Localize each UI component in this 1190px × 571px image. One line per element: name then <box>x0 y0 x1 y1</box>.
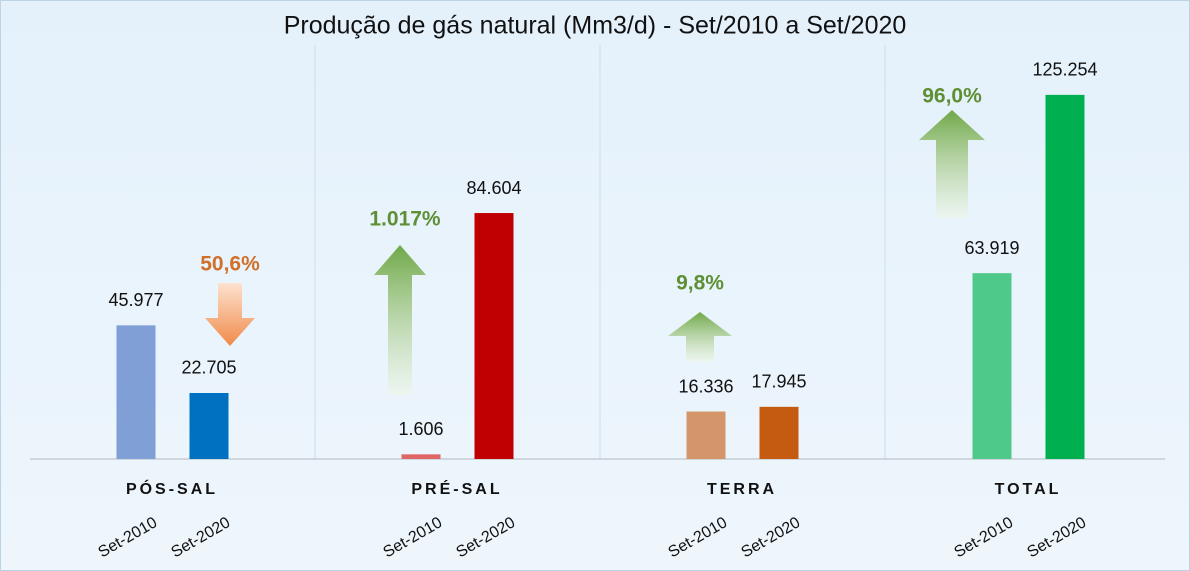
bar <box>401 454 441 459</box>
annotation: 1.017% <box>369 208 441 231</box>
bar <box>189 392 229 459</box>
value-label: 16.336 <box>678 376 733 396</box>
value-label: 17.945 <box>751 372 806 392</box>
arrow-up <box>919 110 985 218</box>
chart-title: Produção de gás natural (Mm3/d) - Set/20… <box>284 12 907 40</box>
panel-dividers <box>314 45 886 459</box>
value-label: 63.919 <box>964 238 1019 258</box>
annotation: 50,6% <box>200 253 260 276</box>
bar <box>474 213 514 459</box>
annotation: 96,0% <box>922 85 982 108</box>
category-label: TERRA <box>707 481 777 498</box>
arrow-down <box>205 283 255 346</box>
bar <box>686 411 726 459</box>
category-label: PRÉ-SAL <box>411 479 502 498</box>
arrow-up <box>374 245 426 395</box>
value-label: 22.705 <box>181 358 236 378</box>
value-label: 45.977 <box>108 290 163 310</box>
bar <box>759 406 799 459</box>
value-label: 1.606 <box>398 419 443 439</box>
annotation: 9,8% <box>676 272 724 295</box>
category-label: TOTAL <box>995 481 1062 498</box>
bar <box>116 325 156 459</box>
bar <box>972 273 1012 459</box>
category-label: PÓS-SAL <box>126 479 218 498</box>
arrow-up <box>668 312 732 362</box>
bar <box>1045 94 1085 460</box>
value-label: 125.254 <box>1032 60 1097 80</box>
value-label: 84.604 <box>466 178 521 198</box>
